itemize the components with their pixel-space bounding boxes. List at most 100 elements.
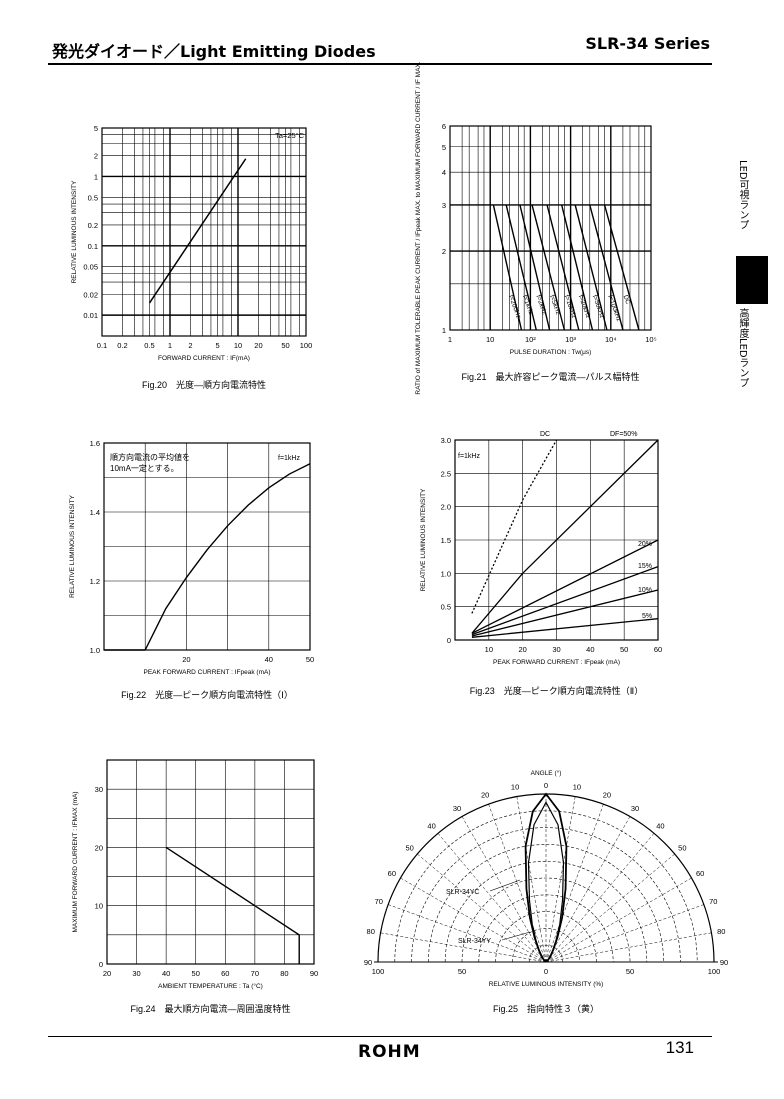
fig23-xlabel: PEAK FORWARD CURRENT : IFpeak (mA) xyxy=(493,659,620,666)
fig25-spoke xyxy=(516,796,547,963)
fig23-chart: 10 20 30 40 50 60 3.0 2.5 2.0 1.5 1.0 0.5 0 PEAK FORW… xyxy=(420,431,662,696)
fig20-ytick-label: 1 xyxy=(94,172,98,181)
fig24-ytick-label: 20 xyxy=(95,843,103,852)
fig21-xtick-label: 1 xyxy=(448,335,452,344)
fig25-spoke xyxy=(545,833,655,963)
fig22-frame xyxy=(103,442,311,651)
fig23-xtick-label: 50 xyxy=(620,645,628,654)
fig23-ytick-label: 2.5 xyxy=(441,469,451,478)
fig20-xtick-label: 100 xyxy=(300,341,313,350)
fig25-ring xyxy=(495,911,597,963)
fig21-series-line xyxy=(603,204,640,331)
fig25-leader-line xyxy=(501,931,531,941)
fig20-xlabel: FORWARD CURRENT : IF(mA) xyxy=(158,355,250,362)
sidebar-label-upper: LED可視ランプ xyxy=(737,160,748,230)
rohm-logo: ROHM xyxy=(358,1042,421,1062)
sidebar-label-lower: 高輝度LEDランプ xyxy=(737,308,748,388)
fig21-series-label: f=10kHz xyxy=(563,294,578,319)
fig25-angle-label: 10 xyxy=(573,783,581,792)
fig20-ytick-label: 0.1 xyxy=(88,242,98,251)
fig21-ytick-label: 1 xyxy=(442,326,446,335)
fig25-ring xyxy=(428,844,664,963)
fig25-angle-label: 50 xyxy=(405,844,413,853)
page-title: 発光ダイオード／Light Emitting Diodes xyxy=(52,42,376,61)
fig23-ytick-label: 0 xyxy=(447,636,451,645)
fig21-ytick-label: 5 xyxy=(442,143,446,152)
fig25-spoke xyxy=(545,877,692,963)
fig23-xtick-label: 30 xyxy=(552,645,560,654)
fig24-xtick-label: 80 xyxy=(280,969,288,978)
fig22-chart: 20 40 50 1.6 1.4 1.2 1.0 PEAK FORWARD CURRENT :… xyxy=(69,439,314,700)
fig23-ytick-label: 1.0 xyxy=(441,569,451,578)
fig25-angle-label: 60 xyxy=(696,869,704,878)
fig22-caption: Fig.22 光度—ピーク順方向電流特性（Ⅰ） xyxy=(121,689,293,700)
fig24-xtick-label: 40 xyxy=(162,969,170,978)
fig25-angle-label: 40 xyxy=(427,822,435,831)
fig25-angle-label: 20 xyxy=(603,791,611,800)
fig21-series-line xyxy=(519,204,551,331)
fig23-ytick-label: 2.0 xyxy=(441,503,451,512)
fig24-ytick-label: 30 xyxy=(95,785,103,794)
fig24-xtick-label: 90 xyxy=(310,969,318,978)
fig20-xtick-label: 0.5 xyxy=(144,341,154,350)
fig20-xtick-label: 50 xyxy=(281,341,289,350)
sidebar-tab-marker xyxy=(736,256,768,304)
fig21-ytick-label: 2 xyxy=(442,247,446,256)
fig22-ytick-label: 1.4 xyxy=(90,508,100,517)
fig20-ytick-label: 0.2 xyxy=(88,221,98,230)
fig23-series-line xyxy=(471,439,659,634)
fig25-angle-label: 90 xyxy=(364,958,372,967)
fig23-ytick-label: 3.0 xyxy=(441,436,451,445)
fig21-series-line xyxy=(589,204,624,331)
fig20-ylabel: RELATIVE LUMINOUS INTENSITY xyxy=(71,180,78,283)
fig20-ytick-label: 0.01 xyxy=(83,311,98,320)
fig25-radial-label: 0 xyxy=(544,967,548,976)
series-title: SLR-34 Series xyxy=(585,34,710,53)
fig20-ytick-label: 5 xyxy=(94,124,98,133)
fig25-caption: Fig.25 指向特性３（黄） xyxy=(493,1003,599,1014)
fig25-radial-label: 100 xyxy=(372,967,385,976)
fig21-series-label: f=1kHz xyxy=(521,294,535,316)
fig25-angle-label: 90 xyxy=(720,958,728,967)
fig25-spoke xyxy=(545,853,675,963)
fig22-ytick-label: 1.2 xyxy=(90,577,100,586)
fig24-chart: 20 30 40 50 60 70 80 90 30 20 10 0 AMBIENT TEMPERATU… xyxy=(72,759,318,1014)
fig20-xtick-label: 2 xyxy=(188,341,192,350)
fig23-series-line xyxy=(471,566,659,636)
fig23-series-line xyxy=(471,618,659,638)
fig23-xtick-label: 20 xyxy=(518,645,526,654)
fig25-spoke xyxy=(545,816,631,963)
fig23-ytick-label: 0.5 xyxy=(441,603,451,612)
fig20-xtick-label: 10 xyxy=(234,341,242,350)
fig21-series-label: f=5kHz xyxy=(548,294,562,316)
fig21-series-label: f=2kHz xyxy=(534,294,548,316)
fig25-angle-label: 10 xyxy=(511,783,519,792)
fig21-series-label: DC xyxy=(622,294,632,306)
fig25-xlabel: RELATIVE LUMINOUS INTENSITY (%) xyxy=(489,981,604,988)
fig20-series-line xyxy=(148,158,247,304)
fig22-annotation: 10mA一定とする。 xyxy=(110,463,179,473)
fig20-frame xyxy=(101,127,307,337)
fig21-ytick-label: 4 xyxy=(442,168,446,177)
fig23-ylabel: RELATIVE LUMINOUS INTENSITY xyxy=(420,488,427,591)
fig21-xtick-label: 10³ xyxy=(565,335,576,344)
fig22-xtick-label: 20 xyxy=(182,655,190,664)
fig21-xlabel: PULSE DURATION : Tw(μs) xyxy=(510,349,592,356)
fig20-xtick-label: 0.1 xyxy=(97,341,107,350)
fig21-caption: Fig.21 最大許容ピーク電流—パルス幅特性 xyxy=(461,371,639,382)
fig20-annotation: Ta=25°C xyxy=(275,131,305,140)
fig25-spoke xyxy=(380,932,547,963)
fig23-series-label: 5% xyxy=(642,613,652,620)
fig25-radial-label: 50 xyxy=(458,967,466,976)
fig20-xtick-label: 0.2 xyxy=(117,341,127,350)
fig25-angle-label: 60 xyxy=(388,869,396,878)
fig22-annotation: f=1kHz xyxy=(278,455,300,462)
fig22-series-line xyxy=(144,463,311,651)
fig23-xtick-label: 10 xyxy=(485,645,493,654)
fig24-xtick-label: 30 xyxy=(132,969,140,978)
fig20-xtick-label: 20 xyxy=(254,341,262,350)
fig25-ring xyxy=(512,928,580,963)
fig20-xtick-label: 1 xyxy=(168,341,172,350)
fig24-series-line xyxy=(165,846,300,964)
